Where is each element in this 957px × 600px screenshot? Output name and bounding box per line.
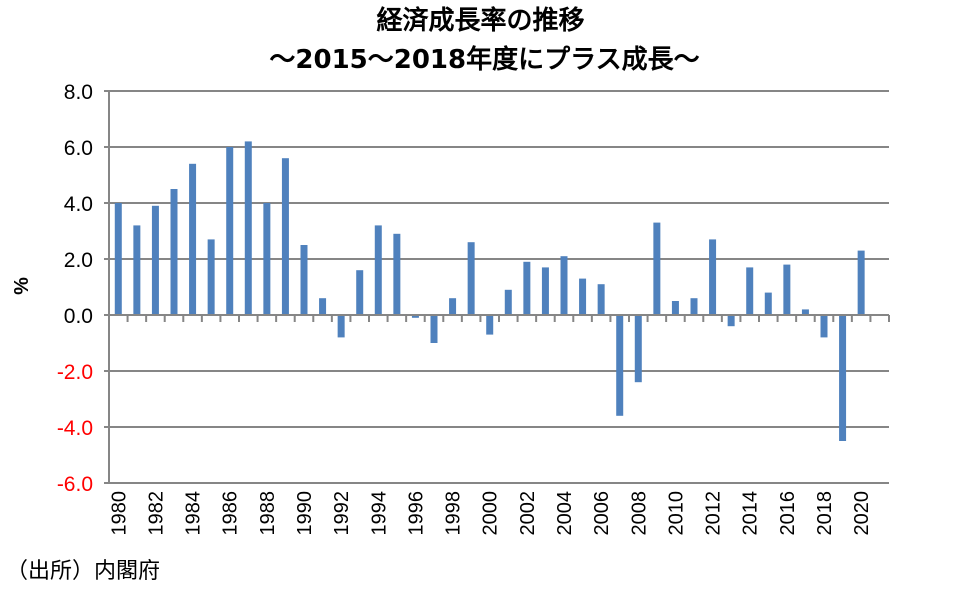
bar-2014 bbox=[746, 267, 754, 315]
chart-title: 経済成長率の推移 bbox=[376, 6, 585, 36]
y-tick-label: 8.0 bbox=[64, 81, 93, 104]
bar-1985 bbox=[207, 239, 215, 315]
x-tick-label: 2002 bbox=[517, 491, 539, 536]
x-tick-label: 1988 bbox=[257, 491, 279, 536]
bar-2020 bbox=[857, 250, 865, 315]
bar-1980 bbox=[114, 203, 122, 315]
bar-1996 bbox=[411, 315, 419, 318]
x-tick-label: 2004 bbox=[554, 491, 576, 536]
x-tick-label: 2010 bbox=[665, 491, 687, 536]
x-tick-label: 1984 bbox=[183, 491, 205, 536]
bar-1992 bbox=[337, 315, 345, 338]
bar-1994 bbox=[374, 225, 382, 315]
bar-1983 bbox=[170, 189, 178, 315]
bar-2010 bbox=[671, 301, 679, 315]
bar-2011 bbox=[690, 298, 698, 315]
bar-1989 bbox=[281, 158, 289, 315]
x-tick-label: 2012 bbox=[703, 491, 725, 536]
bar-2009 bbox=[653, 222, 661, 315]
bar-1997 bbox=[430, 315, 438, 343]
x-tick-label: 1990 bbox=[294, 491, 316, 536]
bar-1984 bbox=[189, 163, 197, 315]
x-tick-label: 1986 bbox=[220, 491, 242, 536]
bar-1990 bbox=[300, 245, 308, 315]
y-tick-label: -6.0 bbox=[57, 473, 93, 496]
bar-2005 bbox=[579, 278, 587, 315]
bar-1987 bbox=[244, 141, 252, 315]
x-tick-label: 1980 bbox=[108, 491, 130, 536]
y-tick-label: 6.0 bbox=[64, 137, 93, 160]
y-tick-label: -4.0 bbox=[57, 417, 93, 440]
x-tick-labels: 1980 1982 1984 1986 1988 1990 1992 1994 1996 1998… bbox=[108, 491, 873, 536]
y-axis-title: % bbox=[11, 277, 33, 295]
bar-1995 bbox=[393, 233, 401, 315]
bar-1988 bbox=[263, 203, 271, 315]
bar-2017 bbox=[801, 309, 809, 315]
y-tick-label: -2.0 bbox=[57, 361, 93, 384]
bar-2008 bbox=[634, 315, 642, 383]
y-tick-labels: 8.0 6.0 4.0 2.0 0.0 -2.0 -4.0 -6.0 bbox=[57, 81, 93, 496]
bar-2015 bbox=[764, 292, 772, 315]
chart-subtitle: ～2015～2018年度にプラス成長～ bbox=[269, 45, 700, 75]
bar-2013 bbox=[727, 315, 735, 327]
x-tick-label: 2000 bbox=[480, 491, 502, 536]
bar-2004 bbox=[560, 256, 568, 315]
x-tick-label: 2018 bbox=[814, 491, 836, 536]
x-tick-label: 1998 bbox=[443, 491, 465, 536]
x-tick-label: 2016 bbox=[777, 491, 799, 536]
x-tick-label: 1996 bbox=[405, 491, 427, 536]
bar-2016 bbox=[783, 264, 791, 315]
x-tick-label: 1994 bbox=[368, 491, 390, 536]
y-tick-label: 0.0 bbox=[64, 305, 93, 328]
x-tick-label: 2006 bbox=[591, 491, 613, 536]
bar-2019 bbox=[839, 315, 847, 441]
bar-2002 bbox=[523, 261, 531, 315]
bar-1998 bbox=[449, 298, 457, 315]
x-tick-label: 2020 bbox=[851, 491, 873, 536]
x-tick-label: 2008 bbox=[628, 491, 650, 536]
bar-2003 bbox=[541, 267, 549, 315]
bar-2018 bbox=[820, 315, 828, 338]
bar-1986 bbox=[226, 147, 234, 315]
x-tick-label: 1982 bbox=[145, 491, 167, 536]
bar-1982 bbox=[151, 205, 159, 315]
bar-2000 bbox=[486, 315, 494, 335]
bar-2001 bbox=[504, 289, 512, 315]
grid-lines bbox=[109, 90, 889, 484]
bar-2007 bbox=[616, 315, 624, 416]
axes bbox=[104, 90, 890, 484]
x-tick-label: 1992 bbox=[331, 491, 353, 536]
bar-1981 bbox=[133, 225, 141, 315]
bar-1993 bbox=[356, 270, 364, 315]
bar-2006 bbox=[597, 284, 605, 315]
x-tick-label: 2014 bbox=[740, 491, 762, 536]
bars bbox=[114, 141, 884, 441]
bar-1999 bbox=[467, 242, 475, 315]
y-tick-label: 2.0 bbox=[64, 249, 93, 272]
bar-2012 bbox=[709, 239, 717, 315]
bar-1991 bbox=[319, 298, 327, 315]
y-tick-label: 4.0 bbox=[64, 193, 93, 216]
source-note: （出所）内閣府 bbox=[6, 559, 161, 584]
